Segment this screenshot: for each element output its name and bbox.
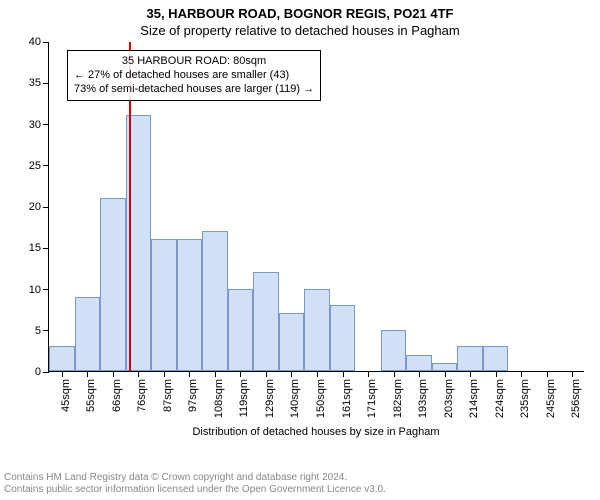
y-tick-label: 0: [35, 366, 41, 378]
x-tick-label: 214sqm: [468, 379, 480, 418]
x-tick: [470, 371, 471, 377]
x-tick-label: 182sqm: [392, 379, 404, 418]
x-tick-label: 55sqm: [85, 379, 97, 412]
x-tick-label: 203sqm: [443, 379, 455, 418]
x-tick-label: 119sqm: [238, 379, 250, 417]
x-tick: [62, 371, 63, 377]
y-tick-label: 30: [29, 119, 41, 131]
histogram-bar: [304, 289, 330, 372]
x-tick: [445, 371, 446, 377]
y-tick: [43, 83, 49, 84]
x-tick-label: 108sqm: [213, 379, 225, 418]
y-tick-label: 10: [29, 284, 41, 296]
x-tick: [419, 371, 420, 377]
x-tick: [521, 371, 522, 377]
y-tick-label: 35: [29, 77, 41, 89]
y-tick: [43, 289, 49, 290]
x-tick-label: 150sqm: [315, 379, 327, 418]
x-tick-label: 161sqm: [341, 379, 353, 418]
histogram-bar: [100, 198, 126, 371]
x-tick: [215, 371, 216, 377]
histogram-bar: [432, 363, 458, 371]
y-tick: [43, 372, 49, 373]
histogram-bar: [406, 355, 432, 372]
footer-line-1: Contains HM Land Registry data © Crown c…: [4, 472, 386, 484]
x-tick: [496, 371, 497, 377]
y-tick-label: 25: [29, 160, 41, 172]
histogram-bar: [253, 272, 279, 371]
chart-title-1: 35, HARBOUR ROAD, BOGNOR REGIS, PO21 4TF: [0, 0, 600, 21]
y-tick-label: 15: [29, 242, 41, 254]
x-tick: [87, 371, 88, 377]
annotation-line: 35 HARBOUR ROAD: 80sqm: [74, 55, 314, 69]
y-tick-label: 20: [29, 201, 41, 213]
chart-area: Number of detached properties 35 HARBOUR…: [48, 42, 584, 438]
histogram-bar: [49, 346, 75, 371]
histogram-bar: [75, 297, 101, 371]
x-tick: [189, 371, 190, 377]
x-tick-label: 76sqm: [136, 379, 148, 412]
x-tick-label: 235sqm: [519, 379, 531, 418]
y-tick: [43, 42, 49, 43]
chart-titles: 35, HARBOUR ROAD, BOGNOR REGIS, PO21 4TF…: [0, 0, 600, 42]
annotation-line: 73% of semi-detached houses are larger (…: [74, 83, 314, 97]
y-tick-label: 5: [35, 325, 41, 337]
x-tick: [572, 371, 573, 377]
x-tick-label: 224sqm: [494, 379, 506, 418]
y-tick: [43, 165, 49, 166]
x-tick-label: 45sqm: [60, 379, 72, 412]
histogram-bar: [279, 313, 305, 371]
plot-area: 35 HARBOUR ROAD: 80sqm← 27% of detached …: [48, 42, 584, 372]
histogram-bar: [330, 305, 356, 371]
x-tick: [113, 371, 114, 377]
x-tick-label: 193sqm: [417, 379, 429, 418]
chart-title-2: Size of property relative to detached ho…: [0, 21, 600, 42]
x-tick-label: 129sqm: [264, 379, 276, 418]
x-tick: [368, 371, 369, 377]
annotation-line: ← 27% of detached houses are smaller (43…: [74, 69, 314, 83]
y-tick: [43, 207, 49, 208]
x-tick: [266, 371, 267, 377]
histogram-bar: [228, 289, 254, 372]
histogram-bar: [202, 231, 228, 371]
x-tick: [138, 371, 139, 377]
x-tick-label: 171sqm: [366, 379, 378, 418]
histogram-bar: [177, 239, 203, 371]
x-tick: [394, 371, 395, 377]
x-tick-label: 140sqm: [289, 379, 301, 418]
x-tick: [547, 371, 548, 377]
y-tick: [43, 248, 49, 249]
x-tick-label: 256sqm: [570, 379, 582, 418]
x-tick: [317, 371, 318, 377]
histogram-bar: [151, 239, 177, 371]
x-tick-label: 87sqm: [162, 379, 174, 412]
y-tick: [43, 124, 49, 125]
histogram-bar: [457, 346, 483, 371]
histogram-bar: [483, 346, 509, 371]
y-tick-label: 40: [29, 36, 41, 48]
x-tick-label: 97sqm: [187, 379, 199, 412]
footer-line-2: Contains public sector information licen…: [4, 484, 386, 496]
x-tick: [291, 371, 292, 377]
x-tick: [240, 371, 241, 377]
x-tick-label: 245sqm: [545, 379, 557, 418]
footer-attribution: Contains HM Land Registry data © Crown c…: [4, 472, 386, 496]
y-tick: [43, 330, 49, 331]
x-tick: [164, 371, 165, 377]
histogram-bar: [381, 330, 407, 371]
x-tick: [343, 371, 344, 377]
annotation-box: 35 HARBOUR ROAD: 80sqm← 27% of detached …: [67, 50, 321, 101]
x-tick-label: 66sqm: [111, 379, 123, 412]
